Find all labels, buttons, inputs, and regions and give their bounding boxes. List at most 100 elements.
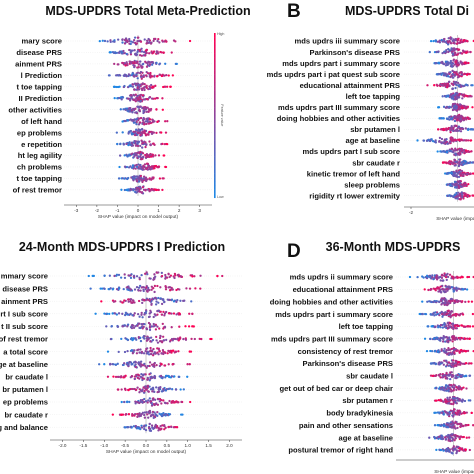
shap-point bbox=[129, 188, 133, 191]
shap-point bbox=[446, 435, 449, 438]
shap-point bbox=[459, 119, 463, 123]
shap-point bbox=[442, 413, 445, 416]
shap-point bbox=[153, 325, 156, 328]
shap-point bbox=[124, 337, 127, 340]
shap-point bbox=[442, 74, 446, 77]
shap-point bbox=[165, 338, 168, 342]
shap-point bbox=[138, 49, 141, 52]
shap-point bbox=[467, 127, 470, 131]
shap-point bbox=[468, 374, 471, 377]
shap-point bbox=[439, 285, 442, 288]
shap-point bbox=[446, 353, 449, 356]
shap-point bbox=[447, 50, 450, 54]
shap-point bbox=[133, 36, 137, 39]
shap-point bbox=[160, 402, 163, 405]
feature-label: ep problems bbox=[17, 128, 62, 137]
shap-point bbox=[134, 402, 137, 405]
shap-point bbox=[444, 72, 447, 75]
shap-point bbox=[123, 154, 126, 157]
shap-point bbox=[106, 350, 110, 353]
shap-point bbox=[452, 290, 455, 293]
shap-point bbox=[133, 134, 137, 137]
shap-point bbox=[149, 118, 152, 121]
shap-point bbox=[451, 340, 454, 343]
shap-point bbox=[450, 95, 453, 98]
shap-point bbox=[445, 312, 448, 316]
shap-point bbox=[98, 363, 101, 366]
shap-point bbox=[176, 338, 179, 341]
shap-point bbox=[451, 62, 455, 65]
shap-point bbox=[470, 411, 473, 415]
shap-point bbox=[123, 51, 126, 55]
shap-point bbox=[446, 396, 449, 399]
feature-swarm bbox=[119, 105, 164, 115]
shap-point bbox=[154, 328, 158, 331]
shap-point bbox=[465, 411, 468, 414]
shap-point bbox=[136, 36, 140, 39]
shap-point bbox=[142, 286, 146, 289]
shap-point bbox=[117, 38, 120, 41]
shap-point bbox=[142, 352, 146, 355]
shap-point bbox=[135, 165, 139, 168]
shap-point bbox=[161, 188, 164, 192]
shap-point bbox=[145, 327, 148, 330]
colorbar-step bbox=[214, 169, 216, 174]
shap-point bbox=[145, 133, 148, 136]
shap-point bbox=[439, 311, 442, 315]
shap-point bbox=[458, 92, 461, 96]
feature-label: mmary score bbox=[1, 272, 48, 281]
shap-point bbox=[134, 363, 137, 366]
shap-point bbox=[98, 39, 101, 43]
shap-point bbox=[156, 284, 159, 288]
shap-point bbox=[121, 41, 124, 44]
shap-point bbox=[142, 111, 145, 115]
shap-point bbox=[141, 298, 145, 301]
shap-point bbox=[151, 413, 154, 416]
shap-point bbox=[421, 275, 424, 278]
shap-point bbox=[153, 273, 156, 276]
shap-point bbox=[124, 313, 127, 316]
shap-point bbox=[127, 166, 131, 169]
feature-swarm bbox=[98, 36, 192, 46]
shap-point bbox=[408, 275, 412, 279]
colorbar-step bbox=[214, 49, 216, 54]
shap-point bbox=[436, 73, 439, 76]
shap-point bbox=[145, 48, 148, 52]
shap-point bbox=[136, 415, 139, 418]
colorbar-step bbox=[214, 86, 216, 91]
shap-point bbox=[451, 337, 454, 341]
shap-point bbox=[87, 274, 90, 278]
shap-point bbox=[152, 347, 155, 351]
shap-point bbox=[147, 286, 150, 290]
shap-point bbox=[452, 195, 455, 198]
shap-point bbox=[436, 312, 440, 316]
shap-point bbox=[113, 274, 116, 278]
shap-point bbox=[464, 362, 468, 365]
shap-point bbox=[459, 181, 462, 185]
shap-point bbox=[458, 287, 461, 291]
shap-point bbox=[460, 448, 464, 451]
feature-swarm bbox=[441, 91, 473, 101]
shap-point bbox=[458, 192, 462, 196]
shap-point bbox=[442, 363, 445, 366]
shap-point bbox=[155, 188, 158, 192]
x-tick-label: -2 bbox=[95, 208, 100, 213]
shap-point bbox=[161, 39, 164, 42]
shap-point bbox=[458, 74, 462, 77]
shap-point bbox=[123, 188, 126, 192]
shap-point bbox=[467, 325, 470, 328]
shap-point bbox=[145, 366, 148, 369]
shap-point bbox=[456, 81, 460, 85]
shap-point bbox=[153, 313, 156, 316]
shap-point bbox=[166, 352, 169, 355]
shap-point bbox=[99, 287, 102, 290]
shap-point bbox=[467, 362, 470, 365]
feature-label: a total score bbox=[3, 347, 48, 356]
shap-point bbox=[453, 117, 456, 120]
shap-point bbox=[131, 107, 135, 111]
shap-point bbox=[121, 325, 124, 328]
panel-title: 24-Month MDS-UPDRS I Prediction bbox=[19, 240, 225, 254]
shap-point bbox=[449, 388, 453, 391]
shap-point bbox=[444, 386, 447, 390]
shap-point bbox=[469, 50, 472, 54]
